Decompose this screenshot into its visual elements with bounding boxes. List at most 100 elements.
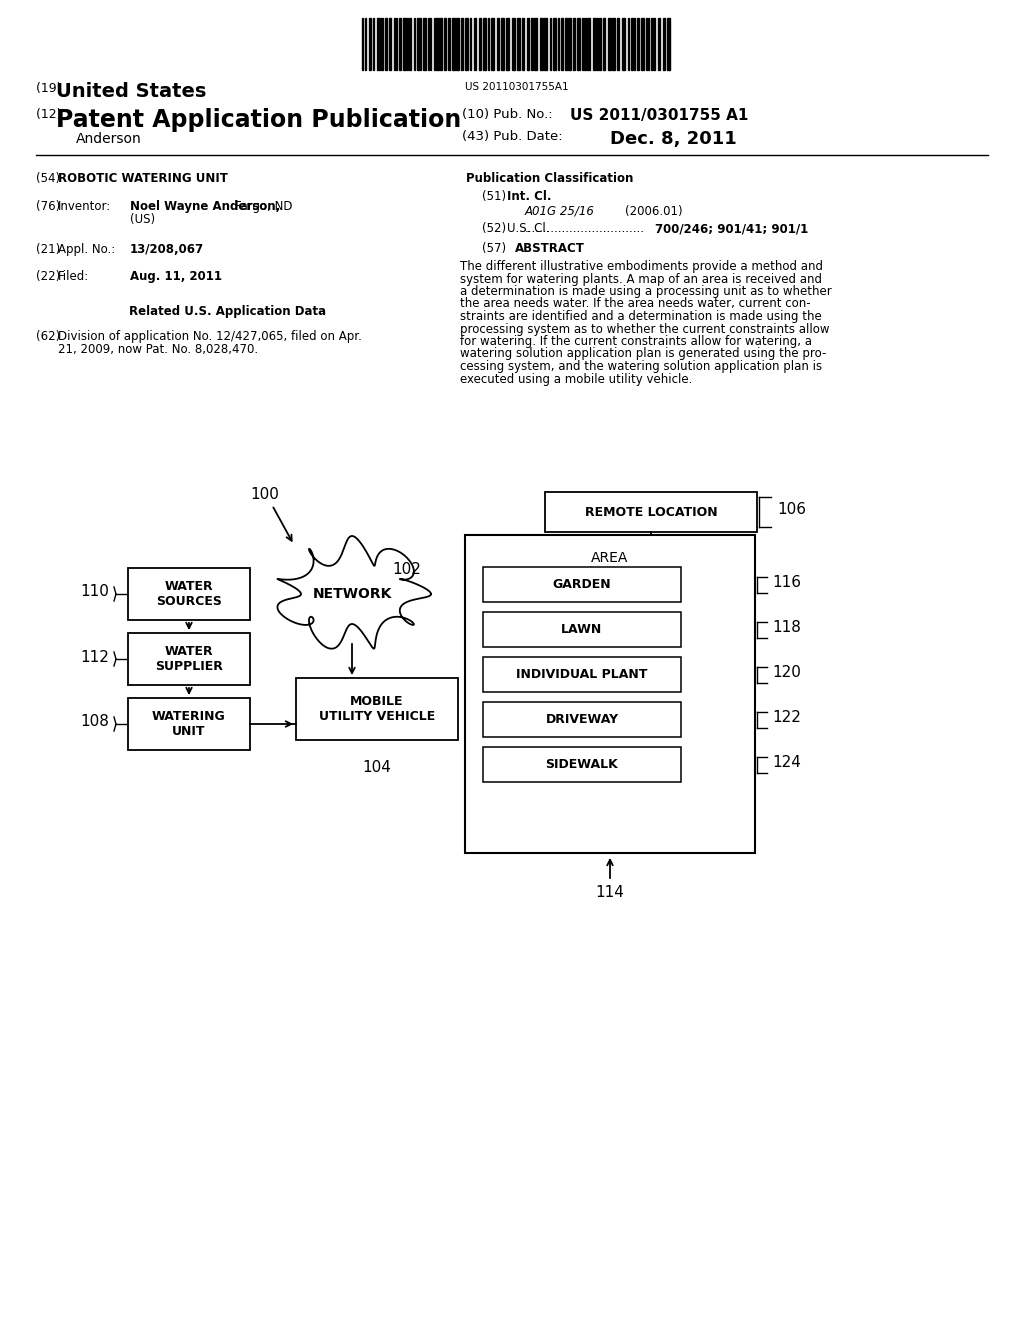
- Bar: [568, 18, 571, 70]
- Bar: [577, 18, 580, 70]
- Bar: [456, 18, 459, 70]
- Text: 700/246; 901/41; 901/1: 700/246; 901/41; 901/1: [655, 222, 808, 235]
- Text: system for watering plants. A map of an area is received and: system for watering plants. A map of an …: [460, 272, 822, 285]
- Bar: [483, 18, 486, 70]
- Bar: [381, 18, 383, 70]
- Text: 122: 122: [772, 710, 801, 725]
- Text: US 20110301755A1: US 20110301755A1: [465, 82, 568, 92]
- Text: 100: 100: [251, 487, 280, 502]
- Bar: [617, 18, 618, 70]
- Bar: [658, 18, 660, 70]
- Text: Aug. 11, 2011: Aug. 11, 2011: [130, 271, 222, 282]
- Text: (52): (52): [482, 222, 506, 235]
- Bar: [612, 18, 615, 70]
- Text: ABSTRACT: ABSTRACT: [515, 242, 585, 255]
- Text: 110: 110: [80, 585, 109, 599]
- Bar: [452, 18, 455, 70]
- Bar: [483, 702, 681, 737]
- Bar: [483, 657, 681, 692]
- Text: DRIVEWAY: DRIVEWAY: [546, 713, 618, 726]
- Text: Appl. No.:: Appl. No.:: [58, 243, 116, 256]
- Text: Related U.S. Application Data: Related U.S. Application Data: [129, 305, 327, 318]
- Text: Filed:: Filed:: [58, 271, 89, 282]
- Text: 106: 106: [777, 502, 806, 517]
- Bar: [377, 18, 380, 70]
- Bar: [490, 18, 494, 70]
- Text: 112: 112: [80, 649, 109, 664]
- Bar: [296, 678, 458, 741]
- Bar: [512, 18, 515, 70]
- Text: WATER
SOURCES: WATER SOURCES: [156, 579, 222, 609]
- Text: ROBOTIC WATERING UNIT: ROBOTIC WATERING UNIT: [58, 172, 228, 185]
- Text: (US): (US): [130, 213, 155, 226]
- Bar: [667, 18, 670, 70]
- Bar: [423, 18, 426, 70]
- Bar: [545, 492, 757, 532]
- Bar: [573, 18, 575, 70]
- Bar: [497, 18, 499, 70]
- Bar: [449, 18, 450, 70]
- Text: Anderson: Anderson: [76, 132, 141, 147]
- Bar: [641, 18, 644, 70]
- Bar: [483, 747, 681, 781]
- Text: U.S. Cl.: U.S. Cl.: [507, 222, 550, 235]
- Text: GARDEN: GARDEN: [553, 578, 611, 591]
- Text: Dec. 8, 2011: Dec. 8, 2011: [610, 129, 736, 148]
- Text: Fargo, ND: Fargo, ND: [234, 201, 293, 213]
- Text: cessing system, and the watering solution application plan is: cessing system, and the watering solutio…: [460, 360, 822, 374]
- Bar: [399, 18, 401, 70]
- Text: executed using a mobile utility vehicle.: executed using a mobile utility vehicle.: [460, 372, 692, 385]
- Text: 21, 2009, now Pat. No. 8,028,470.: 21, 2009, now Pat. No. 8,028,470.: [58, 343, 258, 356]
- Text: Int. Cl.: Int. Cl.: [507, 190, 552, 203]
- Bar: [403, 18, 406, 70]
- Text: INDIVIDUAL PLANT: INDIVIDUAL PLANT: [516, 668, 648, 681]
- Bar: [663, 18, 665, 70]
- Text: Division of application No. 12/427,065, filed on Apr.: Division of application No. 12/427,065, …: [58, 330, 361, 343]
- Text: 108: 108: [80, 714, 109, 730]
- Text: watering solution application plan is generated using the pro-: watering solution application plan is ge…: [460, 347, 826, 360]
- Text: MOBILE
UTILITY VEHICLE: MOBILE UTILITY VEHICLE: [318, 696, 435, 723]
- Bar: [369, 18, 371, 70]
- Bar: [465, 18, 468, 70]
- Text: (51): (51): [482, 190, 506, 203]
- Text: (57): (57): [482, 242, 506, 255]
- Bar: [608, 18, 611, 70]
- Text: 102: 102: [392, 562, 421, 577]
- Text: (43) Pub. Date:: (43) Pub. Date:: [462, 129, 562, 143]
- Bar: [128, 698, 250, 750]
- Text: (10) Pub. No.:: (10) Pub. No.:: [462, 108, 553, 121]
- Bar: [596, 18, 598, 70]
- Text: (19): (19): [36, 82, 66, 95]
- Text: processing system as to whether the current constraints allow: processing system as to whether the curr…: [460, 322, 829, 335]
- Text: for watering. If the current constraints allow for watering, a: for watering. If the current constraints…: [460, 335, 812, 348]
- Bar: [479, 18, 481, 70]
- Bar: [622, 18, 625, 70]
- Text: United States: United States: [56, 82, 207, 102]
- Text: 114: 114: [596, 884, 625, 900]
- Bar: [389, 18, 391, 70]
- Bar: [506, 18, 509, 70]
- Text: Patent Application Publication: Patent Application Publication: [56, 108, 461, 132]
- Text: Noel Wayne Anderson,: Noel Wayne Anderson,: [130, 201, 281, 213]
- Text: The different illustrative embodiments provide a method and: The different illustrative embodiments p…: [460, 260, 823, 273]
- Text: LAWN: LAWN: [561, 623, 603, 636]
- Bar: [631, 18, 633, 70]
- Text: AREA: AREA: [591, 550, 629, 565]
- Bar: [436, 18, 439, 70]
- Bar: [603, 18, 605, 70]
- Text: 118: 118: [772, 620, 801, 635]
- Bar: [465, 535, 755, 853]
- Bar: [637, 18, 639, 70]
- Text: (21): (21): [36, 243, 60, 256]
- Bar: [534, 18, 537, 70]
- Text: A01G 25/16: A01G 25/16: [525, 205, 595, 218]
- Bar: [440, 18, 442, 70]
- Bar: [587, 18, 590, 70]
- Bar: [501, 18, 504, 70]
- Text: SIDEWALK: SIDEWALK: [546, 758, 618, 771]
- Text: (54): (54): [36, 172, 60, 185]
- Text: US 2011/0301755 A1: US 2011/0301755 A1: [570, 108, 749, 123]
- Bar: [417, 18, 419, 70]
- Bar: [540, 18, 543, 70]
- Bar: [483, 612, 681, 647]
